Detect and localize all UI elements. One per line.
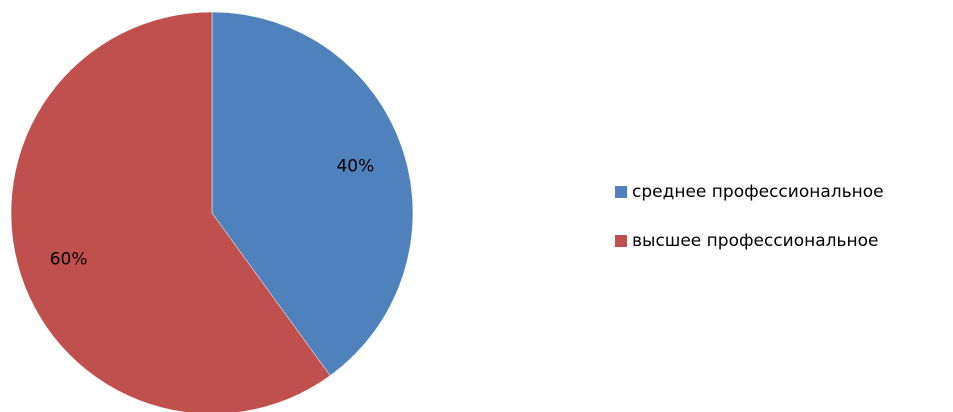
legend-label: высшее профессиональное (632, 231, 879, 251)
data-label: 60% (50, 250, 88, 270)
data-label: 40% (336, 156, 374, 176)
pie-slice (10, 11, 331, 412)
legend-swatch (615, 235, 627, 247)
pie-slice (211, 11, 414, 376)
legend-swatch (615, 186, 627, 198)
legend-label: среднее профессиональное (632, 182, 884, 202)
